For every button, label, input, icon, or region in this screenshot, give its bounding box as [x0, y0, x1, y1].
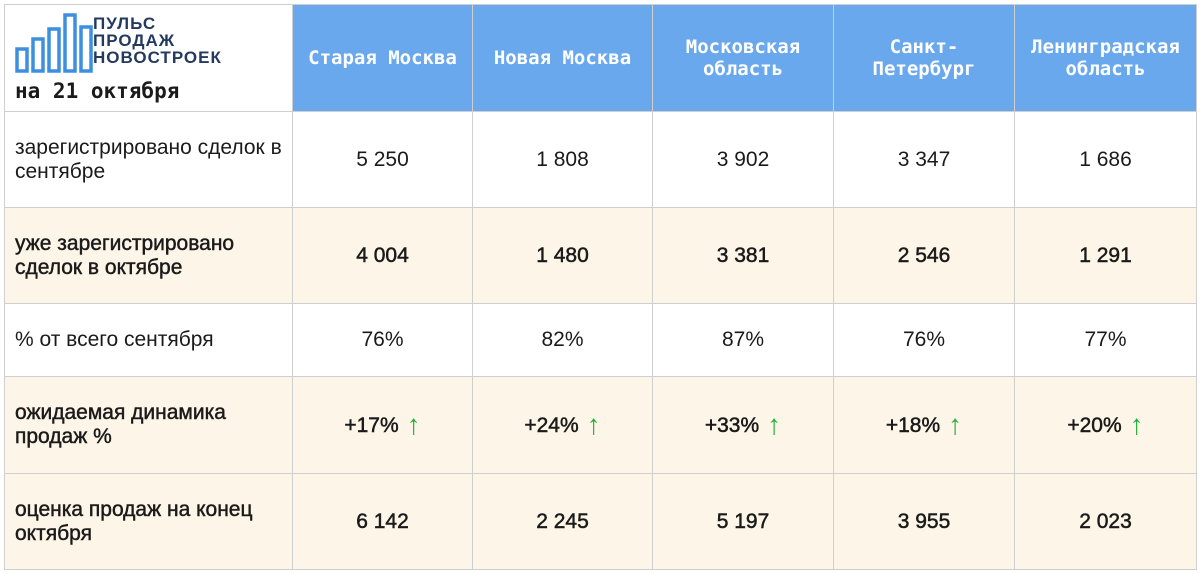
table-cell: 77%: [1014, 303, 1197, 377]
table-row: зарегистрировано сделок в сентябре 5 250…: [4, 111, 1197, 208]
row-label: % от всего сентября: [4, 303, 293, 377]
up-arrow-icon: ↑: [948, 409, 963, 440]
logo-line-2: ПРОДАЖ: [93, 31, 176, 50]
table-cell: +24% ↑: [472, 376, 653, 474]
table-cell: 5 250: [292, 111, 473, 208]
row-label: уже зарегистрировано сделок в октябре: [4, 207, 293, 304]
table-cell: 3 347: [833, 111, 1015, 208]
dynamic-value: +20%: [1067, 414, 1122, 438]
table-cell: 1 480: [472, 207, 653, 304]
header-row: ПУЛЬС ПРОДАЖ НОВОСТРОЕК на 21 октября Ст…: [4, 4, 1197, 112]
dynamic-value: +24%: [524, 414, 579, 438]
up-arrow-icon: ↑: [586, 409, 601, 440]
table-cell: 1 808: [472, 111, 653, 208]
table-cell: 6 142: [292, 473, 473, 570]
table-cell: 82%: [472, 303, 653, 377]
table-cell: 2 023: [1014, 473, 1197, 570]
dynamic-value: +17%: [344, 414, 399, 438]
table-row: % от всего сентября 76% 82% 87% 76% 77%: [4, 303, 1197, 377]
logo-text: ПУЛЬС ПРОДАЖ НОВОСТРОЕК: [93, 15, 222, 66]
table-cell: 2 546: [833, 207, 1015, 304]
header-leningrad-region: Ленинградская область: [1014, 4, 1197, 112]
brand-cell: ПУЛЬС ПРОДАЖ НОВОСТРОЕК на 21 октября: [4, 4, 293, 112]
logo-line-3: НОВОСТРОЕК: [93, 48, 222, 67]
logo-line-1: ПУЛЬС: [93, 14, 157, 33]
table-cell: 87%: [652, 303, 834, 377]
table-cell: +18% ↑: [833, 376, 1015, 474]
row-label: оценка продаж на конец октября: [4, 473, 293, 570]
table-cell: +20% ↑: [1014, 376, 1197, 474]
table-cell: 3 955: [833, 473, 1015, 570]
table-cell: 3 381: [652, 207, 834, 304]
dynamic-value: +33%: [704, 414, 760, 438]
up-arrow-icon: ↑: [406, 409, 421, 440]
row-label: ожидаемая динамика продаж %: [4, 376, 293, 474]
table-cell: +33% ↑: [652, 376, 834, 474]
table-cell: 76%: [292, 303, 473, 377]
header-saint-petersburg: Санкт-Петербург: [833, 4, 1015, 112]
table-cell: 76%: [833, 303, 1015, 377]
table-cell: 5 197: [652, 473, 834, 570]
logo-bars-icon: [15, 13, 93, 73]
header-old-moscow: Старая Москва: [292, 4, 473, 112]
table-row: ожидаемая динамика продаж % +17% ↑ +24% ↑ …: [4, 376, 1197, 474]
header-new-moscow: Новая Москва: [472, 4, 653, 112]
report-date: на 21 октября: [15, 79, 180, 103]
up-arrow-icon: ↑: [767, 409, 782, 440]
up-arrow-icon: ↑: [1129, 409, 1144, 440]
table-row: оценка продаж на конец октября 6 142 2 2…: [4, 473, 1197, 570]
table-cell: 2 245: [472, 473, 653, 570]
table-cell: 1 686: [1014, 111, 1197, 208]
row-label: зарегистрировано сделок в сентябре: [4, 111, 293, 208]
table-cell: 1 291: [1014, 207, 1197, 304]
table-cell: 4 004: [292, 207, 473, 304]
table-cell: 3 902: [652, 111, 834, 208]
table-row: уже зарегистрировано сделок в октябре 4 …: [4, 207, 1197, 304]
dynamic-value: +18%: [885, 414, 941, 438]
sales-table: ПУЛЬС ПРОДАЖ НОВОСТРОЕК на 21 октября Ст…: [4, 4, 1197, 570]
header-moscow-region: Московская область: [652, 4, 834, 112]
table-cell: +17% ↑: [292, 376, 473, 474]
